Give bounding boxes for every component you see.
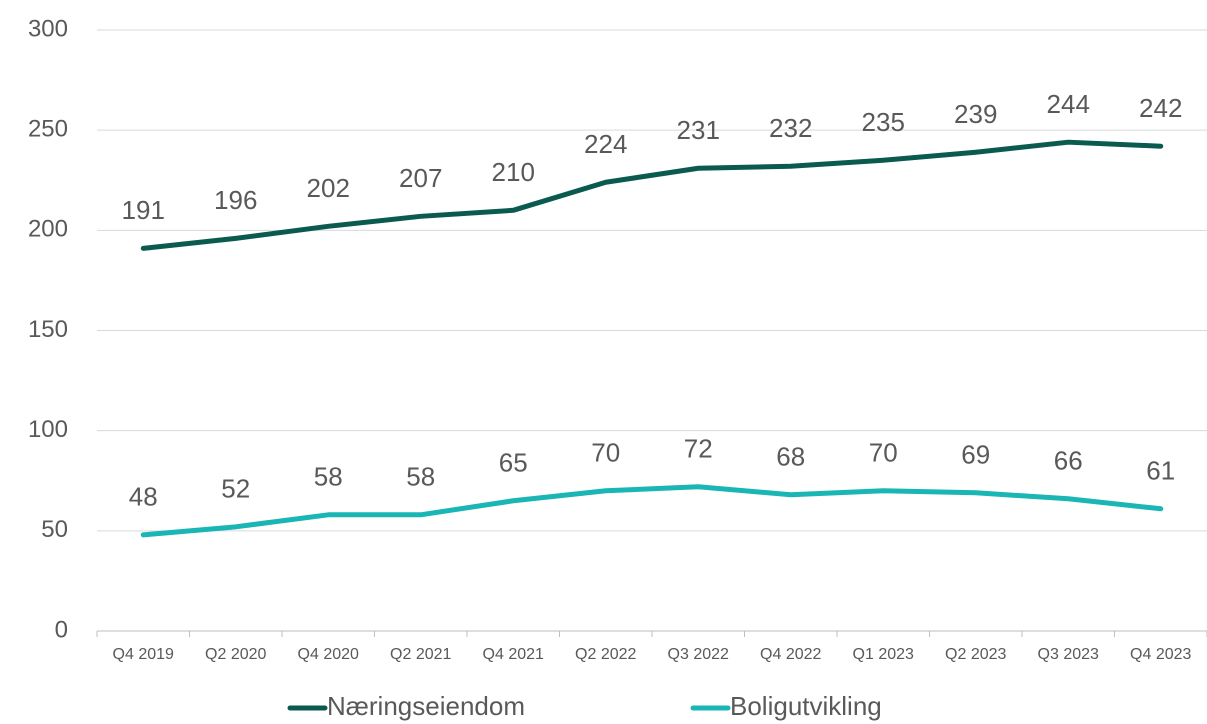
data-label: 65 bbox=[499, 448, 528, 478]
x-tick-label: Q1 2023 bbox=[853, 646, 914, 663]
data-label: 242 bbox=[1139, 93, 1182, 123]
data-label: 231 bbox=[677, 115, 720, 145]
y-tick-label: 300 bbox=[28, 15, 68, 42]
data-label: 61 bbox=[1146, 456, 1175, 486]
x-tick-label: Q3 2022 bbox=[668, 646, 729, 663]
x-tick-label: Q2 2021 bbox=[390, 646, 451, 663]
data-label: 52 bbox=[221, 474, 250, 504]
data-label: 202 bbox=[307, 173, 350, 203]
data-label: 235 bbox=[862, 107, 905, 137]
y-tick-label: 150 bbox=[28, 316, 68, 343]
data-label: 66 bbox=[1054, 446, 1083, 476]
x-tick-label: Q3 2023 bbox=[1038, 646, 1099, 663]
data-label: 68 bbox=[776, 442, 805, 472]
y-tick-label: 100 bbox=[28, 416, 68, 443]
data-label: 72 bbox=[684, 434, 713, 464]
data-label: 224 bbox=[584, 129, 627, 159]
series-line bbox=[140, 484, 1164, 538]
data-label: 239 bbox=[954, 99, 997, 129]
data-label: 232 bbox=[769, 113, 812, 143]
data-label: 196 bbox=[214, 185, 257, 215]
y-tick-label: 200 bbox=[28, 216, 68, 243]
data-label: 191 bbox=[122, 195, 165, 225]
data-label: 244 bbox=[1047, 89, 1090, 119]
data-label: 58 bbox=[406, 462, 435, 492]
data-label: 207 bbox=[399, 163, 442, 193]
x-tick-label: Q4 2020 bbox=[298, 646, 359, 663]
x-tick-label: Q2 2022 bbox=[575, 646, 636, 663]
x-tick-label: Q4 2022 bbox=[760, 646, 821, 663]
y-tick-label: 0 bbox=[55, 616, 68, 643]
x-tick-label: Q2 2020 bbox=[205, 646, 266, 663]
series-line bbox=[140, 139, 1164, 251]
data-label: 70 bbox=[869, 438, 898, 468]
legend-label: Boligutvikling bbox=[730, 691, 882, 721]
data-label: 210 bbox=[492, 157, 535, 187]
legend-label: Næringseiendom bbox=[327, 691, 525, 721]
x-tick-label: Q4 2021 bbox=[483, 646, 544, 663]
y-tick-label: 250 bbox=[28, 116, 68, 143]
x-tick-label: Q2 2023 bbox=[945, 646, 1006, 663]
data-label: 70 bbox=[591, 438, 620, 468]
data-label: 69 bbox=[961, 440, 990, 470]
x-tick-label: Q4 2023 bbox=[1130, 646, 1191, 663]
data-label: 58 bbox=[314, 462, 343, 492]
y-tick-label: 50 bbox=[41, 516, 68, 543]
data-label: 48 bbox=[129, 482, 158, 512]
x-tick-label: Q4 2019 bbox=[113, 646, 174, 663]
